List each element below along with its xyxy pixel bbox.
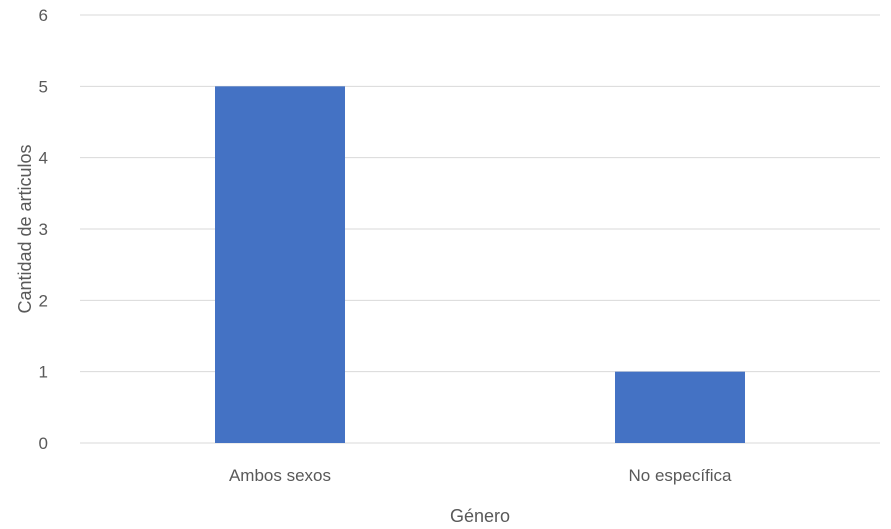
y-tick-label: 0 (39, 434, 48, 453)
y-tick-label: 5 (39, 77, 48, 96)
y-tick-label: 6 (39, 6, 48, 25)
bar (615, 371, 745, 443)
bar (215, 86, 345, 443)
y-axis-ticks: 0 1 2 3 4 5 6 (39, 6, 48, 453)
y-tick-label: 4 (39, 149, 48, 168)
x-tick-label: No específica (629, 466, 733, 485)
x-axis-ticks: Ambos sexos No específica (229, 466, 732, 485)
y-axis-title: Cantidad de articulos (15, 144, 35, 313)
y-tick-label: 1 (39, 363, 48, 382)
x-tick-label: Ambos sexos (229, 466, 331, 485)
y-tick-label: 3 (39, 220, 48, 239)
gridlines (80, 14, 880, 444)
bars (215, 86, 745, 443)
x-axis-title: Género (450, 506, 510, 526)
y-tick-label: 2 (39, 291, 48, 310)
